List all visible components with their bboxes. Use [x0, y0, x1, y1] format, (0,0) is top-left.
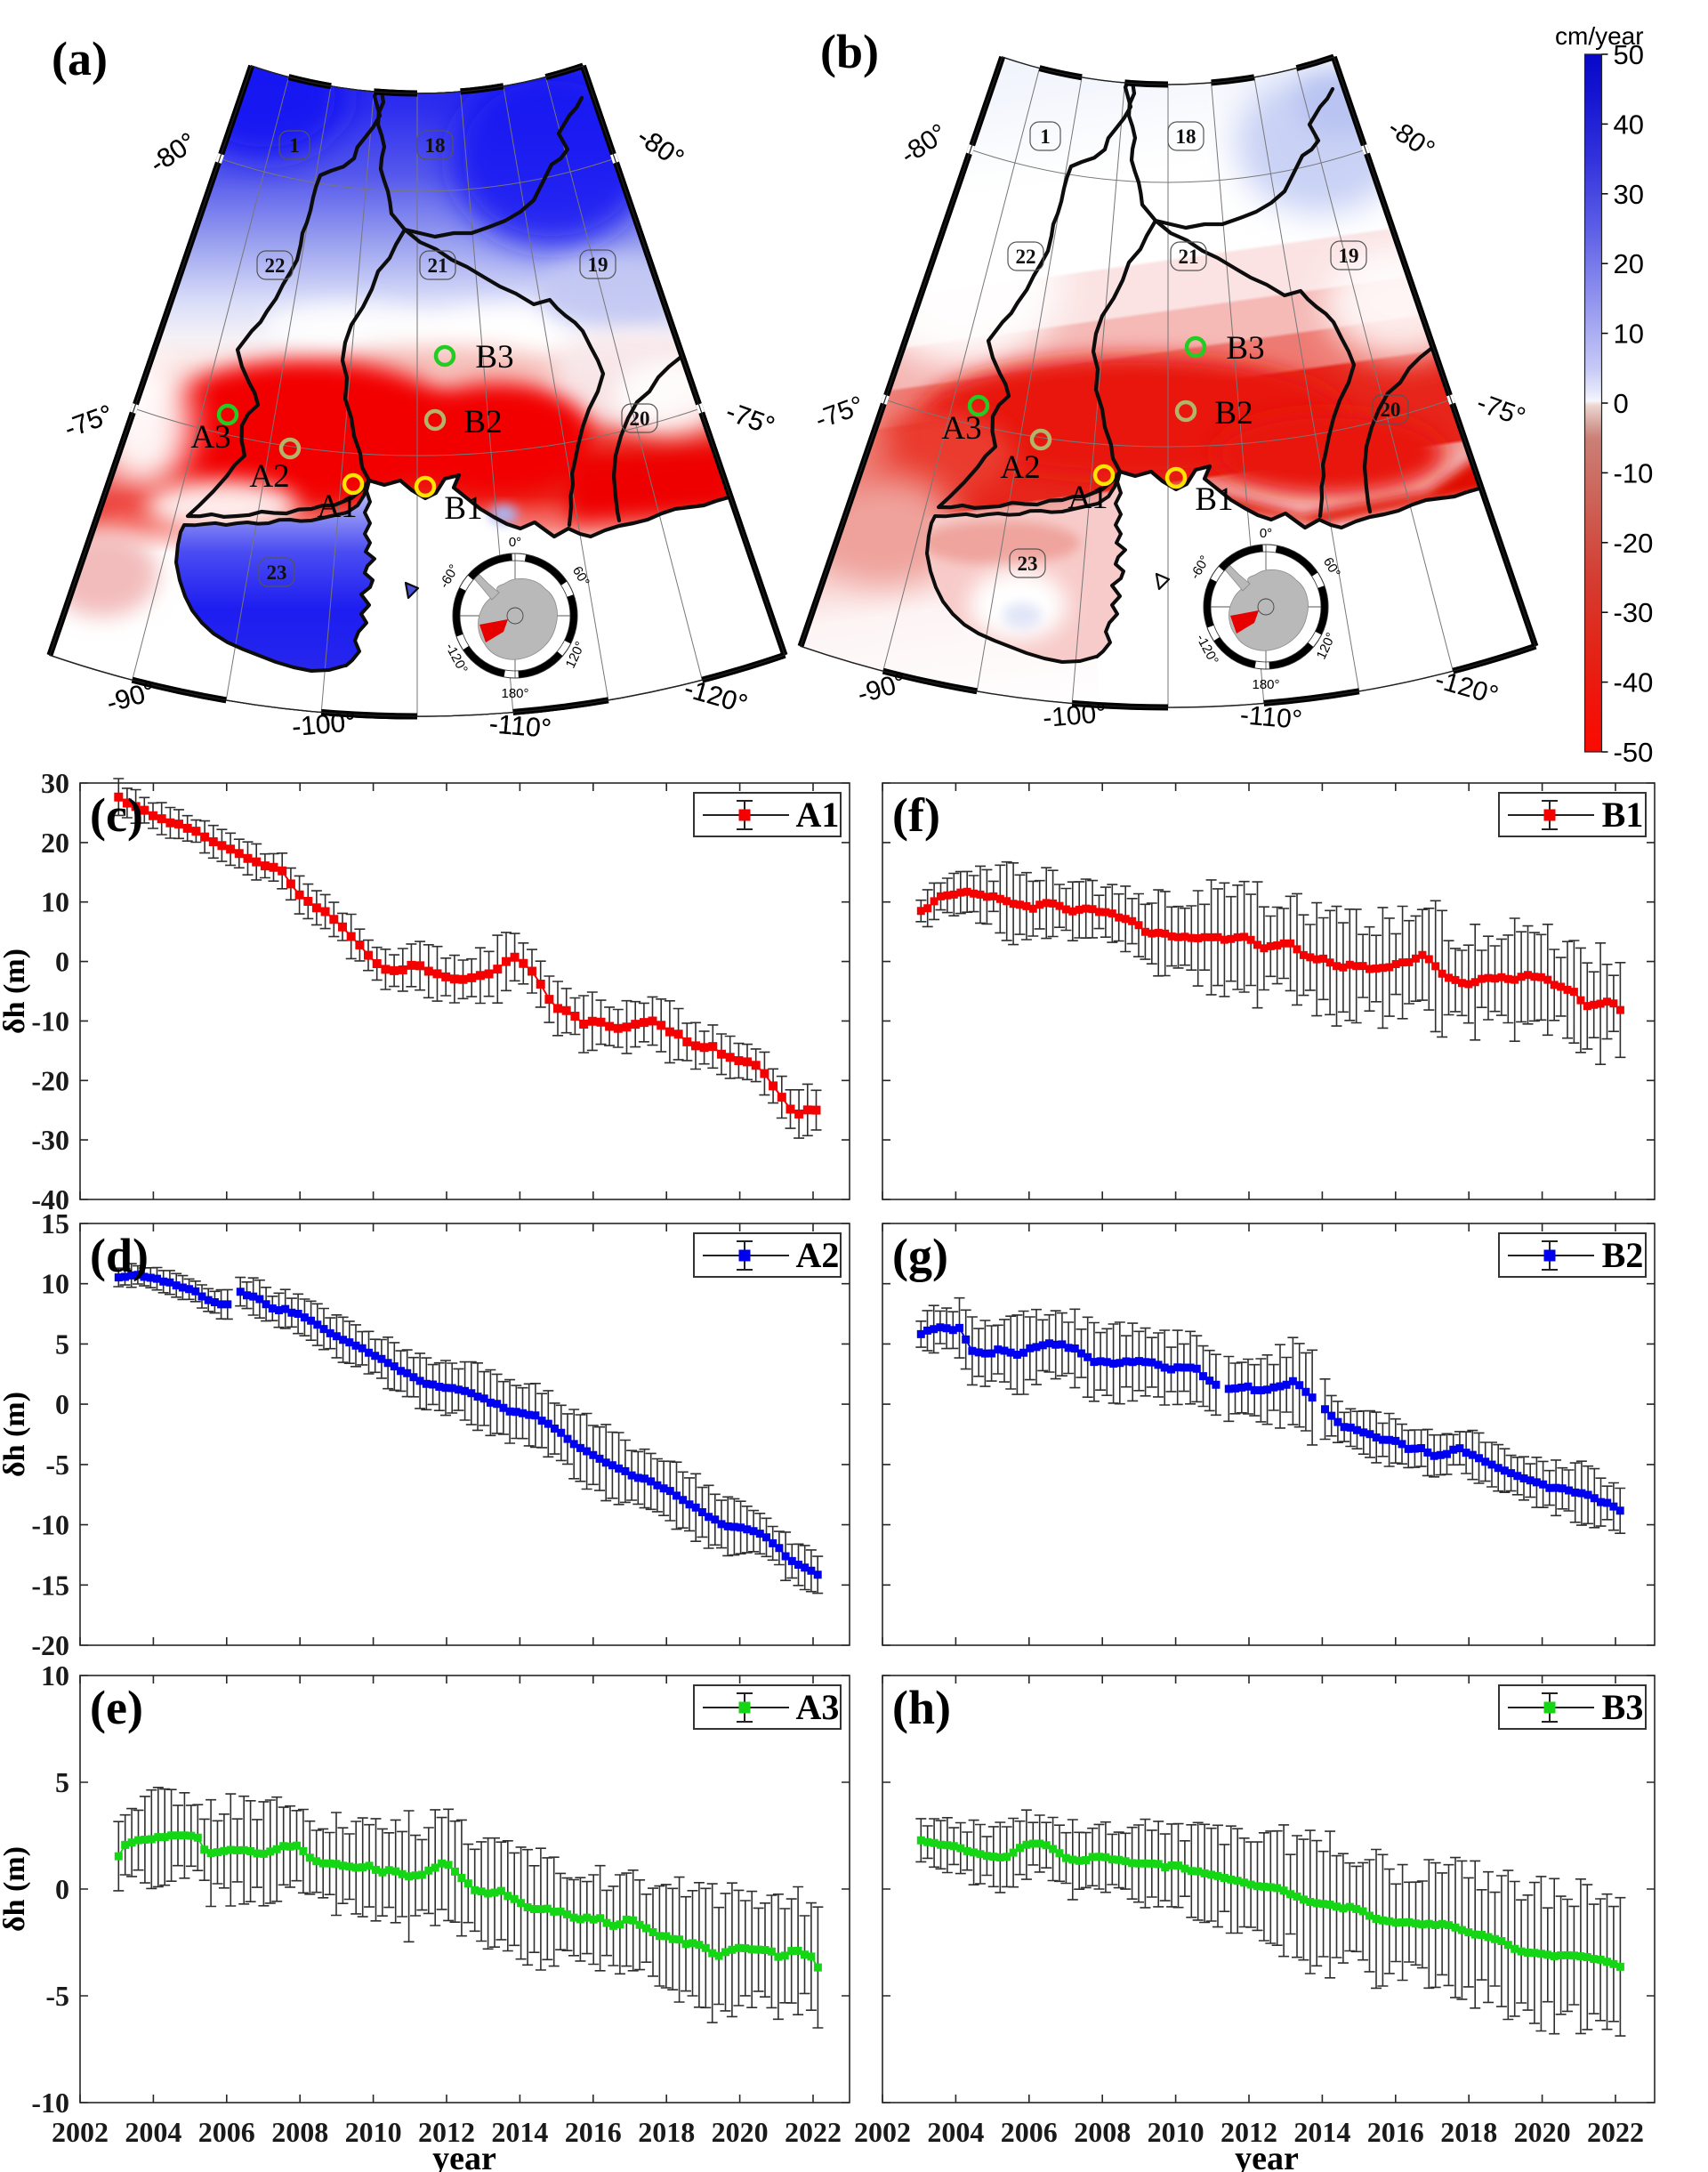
svg-text:2010: 2010: [345, 2116, 402, 2148]
svg-text:10: 10: [41, 886, 69, 918]
svg-text:-20: -20: [1614, 528, 1654, 559]
svg-text:-40: -40: [1614, 667, 1654, 698]
svg-text:2012: 2012: [418, 2116, 475, 2148]
svg-text:-10: -10: [31, 1509, 69, 1541]
svg-text:2014: 2014: [491, 2116, 548, 2148]
svg-text:-15: -15: [31, 1569, 69, 1601]
svg-text:-5: -5: [45, 1449, 69, 1481]
svg-text:2020: 2020: [1514, 2116, 1571, 2148]
svg-text:-20: -20: [31, 1629, 69, 1661]
svg-text:A3: A3: [796, 1687, 840, 1727]
svg-text:2006: 2006: [1001, 2116, 1058, 2148]
svg-text:0: 0: [1614, 388, 1629, 419]
svg-text:30: 30: [41, 767, 69, 799]
svg-text:2002: 2002: [854, 2116, 911, 2148]
svg-text:2004: 2004: [927, 2116, 984, 2148]
svg-text:2012: 2012: [1221, 2116, 1277, 2148]
svg-text:2004: 2004: [125, 2116, 181, 2148]
svg-text:δh (m): δh (m): [0, 949, 31, 1034]
svg-text:2008: 2008: [271, 2116, 328, 2148]
svg-text:(d): (d): [90, 1229, 149, 1282]
svg-text:(f): (f): [892, 788, 940, 842]
svg-text:0: 0: [55, 946, 69, 978]
svg-text:2008: 2008: [1074, 2116, 1131, 2148]
svg-text:5: 5: [55, 1766, 69, 1798]
svg-text:2002: 2002: [52, 2116, 109, 2148]
svg-text:-30: -30: [31, 1124, 69, 1156]
svg-text:2006: 2006: [198, 2116, 255, 2148]
svg-text:5: 5: [55, 1328, 69, 1360]
svg-text:-30: -30: [1614, 597, 1654, 628]
svg-text:40: 40: [1614, 109, 1644, 140]
svg-text:2014: 2014: [1293, 2116, 1350, 2148]
svg-text:(e): (e): [90, 1681, 143, 1734]
svg-text:(h): (h): [892, 1681, 951, 1734]
svg-text:2010: 2010: [1148, 2116, 1204, 2148]
svg-text:(b): (b): [820, 25, 879, 78]
svg-text:2020: 2020: [712, 2116, 769, 2148]
svg-text:0: 0: [55, 1873, 69, 1905]
svg-text:(g): (g): [892, 1229, 948, 1282]
svg-text:δh (m): δh (m): [0, 1846, 31, 1932]
svg-text:30: 30: [1614, 179, 1644, 210]
svg-text:10: 10: [41, 1659, 69, 1692]
svg-text:-40: -40: [31, 1183, 69, 1215]
svg-text:50: 50: [1614, 39, 1644, 70]
svg-text:δh (m): δh (m): [0, 1392, 31, 1477]
svg-text:20: 20: [41, 827, 69, 859]
svg-text:A1: A1: [796, 795, 840, 835]
svg-text:B1: B1: [1602, 795, 1644, 835]
svg-text:year: year: [1235, 2140, 1299, 2172]
svg-text:15: 15: [41, 1207, 69, 1239]
svg-text:(a): (a): [52, 32, 108, 85]
svg-text:10: 10: [41, 1268, 69, 1300]
svg-text:-10: -10: [31, 2087, 69, 2119]
svg-text:2018: 2018: [638, 2116, 695, 2148]
svg-text:-10: -10: [1614, 457, 1654, 488]
svg-text:B2: B2: [1602, 1235, 1644, 1275]
svg-text:-20: -20: [31, 1064, 69, 1096]
svg-text:10: 10: [1614, 319, 1644, 350]
svg-text:(c): (c): [90, 788, 143, 842]
svg-text:2018: 2018: [1440, 2116, 1497, 2148]
svg-text:2016: 2016: [1367, 2116, 1424, 2148]
svg-text:-50: -50: [1614, 737, 1654, 768]
svg-text:20: 20: [1614, 248, 1644, 279]
svg-text:0: 0: [55, 1388, 69, 1420]
svg-text:cm/year: cm/year: [1555, 22, 1644, 50]
svg-text:2022: 2022: [1587, 2116, 1644, 2148]
svg-text:A2: A2: [796, 1235, 840, 1275]
svg-text:2016: 2016: [565, 2116, 622, 2148]
svg-text:B3: B3: [1602, 1687, 1644, 1727]
svg-text:-5: -5: [45, 1980, 69, 2012]
svg-text:-10: -10: [31, 1005, 69, 1037]
svg-text:2022: 2022: [785, 2116, 842, 2148]
svg-text:year: year: [432, 2140, 496, 2172]
